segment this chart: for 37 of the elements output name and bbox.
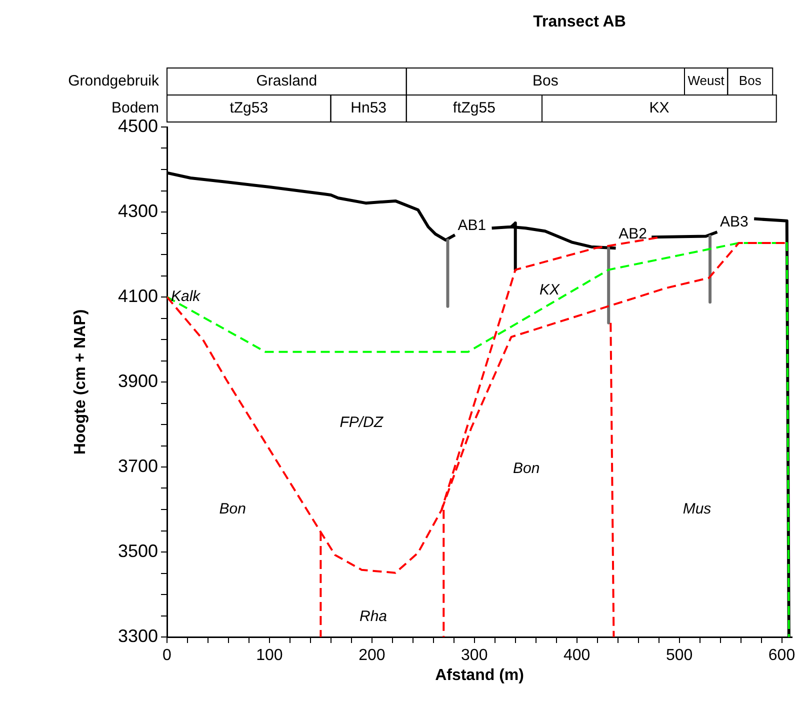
annotation: Kalk [171, 288, 202, 306]
text: Grondgebruik [68, 72, 160, 90]
y-tick-label: 3900 [118, 370, 158, 391]
series-label: AB1 [458, 217, 486, 234]
x-tick-label: 600 [768, 647, 796, 664]
annotation: KX [539, 281, 560, 298]
text: Bodem [111, 100, 159, 117]
x-tick-label: 500 [666, 647, 693, 664]
x-tick-label: 400 [563, 647, 590, 664]
x-tick-label: 200 [358, 647, 386, 664]
text: Grasland [256, 72, 318, 90]
y-tick-label: 3300 [118, 626, 158, 646]
annotation: Mus [682, 500, 712, 518]
y-tick-label: 4300 [118, 200, 158, 221]
x-tick-label: 100 [256, 647, 283, 664]
series-label: AB3 [720, 213, 748, 230]
y-tick-label: 4100 [118, 286, 158, 306]
y-tick-label: 4500 [118, 116, 158, 136]
text: Bos [738, 73, 762, 88]
text: ftZg55 [452, 100, 496, 117]
annotation: FP/DZ [340, 414, 384, 431]
annotation: Bon [513, 460, 540, 477]
chart-title: Transect AB [533, 13, 626, 30]
y-axis-title: Hoogte (cm + NAP) [72, 309, 90, 455]
text: Hn53 [350, 100, 386, 117]
x-axis-title: Afstand (m) [435, 666, 524, 684]
series-label: AB2 [618, 225, 647, 242]
y-tick-label: 3700 [118, 456, 158, 476]
text: Bos [532, 72, 558, 90]
y-tick-label: 3500 [118, 540, 158, 561]
text: Weust [688, 73, 725, 88]
text: KX [649, 100, 670, 117]
annotation: Bon [219, 500, 246, 518]
annotation: Rha [359, 608, 388, 625]
x-tick-label: 300 [461, 647, 488, 664]
x-tick-label: 0 [162, 647, 172, 664]
text: tZg53 [230, 100, 268, 117]
